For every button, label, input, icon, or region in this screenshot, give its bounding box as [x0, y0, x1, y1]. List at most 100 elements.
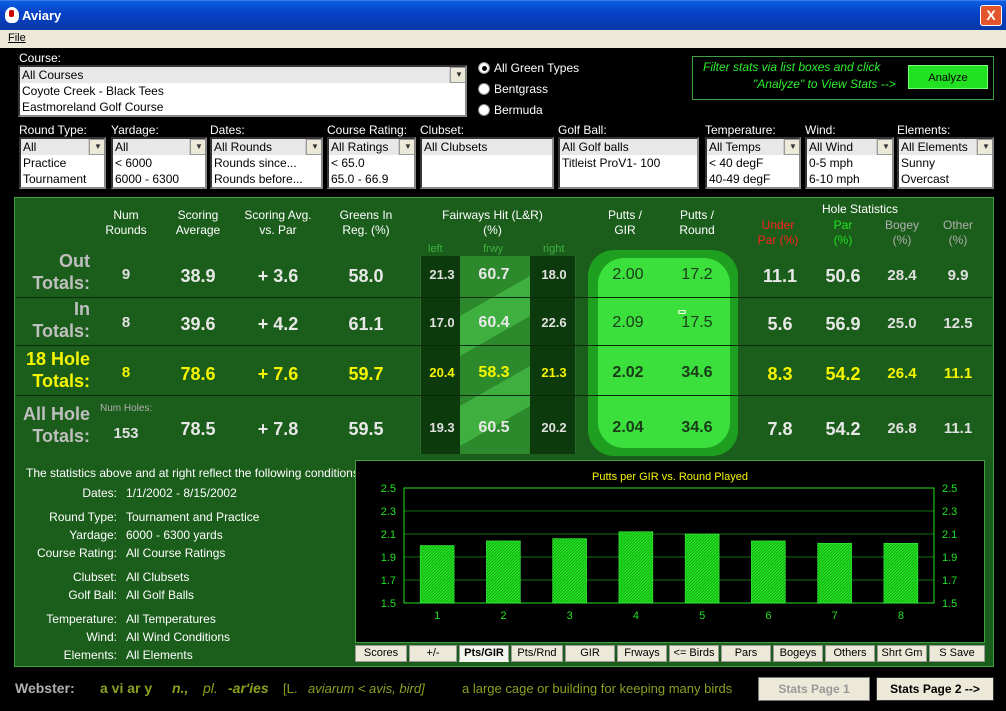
tab-pts-gir[interactable]: Pts/GIR: [459, 645, 509, 662]
tab-s-save[interactable]: S Save: [929, 645, 985, 662]
temperature-listbox[interactable]: All Temps< 40 degF 40-49 degF ▲▼: [705, 137, 801, 189]
course-item[interactable]: Eastmoreland Golf Course: [22, 100, 164, 114]
scroll-down-icon[interactable]: ▼: [450, 67, 465, 83]
stats-page-2-button[interactable]: Stats Page 2 -->: [876, 677, 994, 701]
temperature-label: Temperature:: [705, 123, 776, 137]
tab-pts-rnd[interactable]: Pts/Rnd: [511, 645, 563, 662]
gir-percent: 61.1: [348, 314, 384, 334]
listbox-item[interactable]: Titleist ProV1- 100: [562, 156, 661, 170]
scroll-down-icon[interactable]: ▼: [877, 139, 892, 155]
elements-label: Elements:: [897, 123, 951, 137]
scrollbar[interactable]: ▲▼: [783, 139, 799, 155]
close-button[interactable]: X: [980, 5, 1002, 26]
listbox-item[interactable]: < 6000: [115, 156, 153, 170]
listbox-item[interactable]: All: [21, 139, 104, 155]
tab-birds[interactable]: <= Birds: [669, 645, 719, 662]
listbox-item[interactable]: Tournament: [23, 172, 87, 186]
scrollbar[interactable]: ▲▼: [976, 139, 992, 155]
tab-pars[interactable]: Pars: [721, 645, 771, 662]
webster-label: Webster:: [15, 680, 75, 696]
listbox-item[interactable]: All Clubsets: [422, 139, 552, 155]
listbox-item[interactable]: Overcast: [901, 172, 950, 186]
putts-per-round: 34.6: [681, 364, 713, 381]
listbox-item[interactable]: All Elements: [899, 139, 992, 155]
putts-per-round: 17.5: [681, 314, 713, 331]
par-percent: 54.2: [825, 364, 861, 384]
radio-icon[interactable]: [478, 104, 490, 116]
course-item[interactable]: All Courses: [20, 67, 465, 83]
menu-file[interactable]: File: [8, 32, 26, 44]
header-par: Par (%): [833, 218, 853, 247]
scoring-vs-par: + 7.8: [257, 419, 299, 439]
radio-bermuda[interactable]: Bermuda: [478, 103, 543, 117]
scroll-down-icon[interactable]: ▼: [977, 139, 992, 155]
listbox-item[interactable]: Practice: [23, 156, 67, 170]
listbox-item[interactable]: Rounds before...: [214, 172, 303, 186]
clubset-listbox[interactable]: All Clubsets: [420, 137, 554, 189]
listbox-item[interactable]: All: [113, 139, 205, 155]
tab-gir[interactable]: GIR: [565, 645, 615, 662]
clubset-label: Clubset:: [420, 123, 465, 137]
listbox-item[interactable]: 40-49 degF: [709, 172, 771, 186]
listbox-item[interactable]: All Ratings: [329, 139, 414, 155]
radio-all-green-types[interactable]: All Green Types: [478, 61, 579, 75]
tab-[interactable]: +/-: [409, 645, 457, 662]
y-tick-label-right: 2.3: [942, 506, 957, 518]
tab-shrt-gm[interactable]: Shrt Gm: [877, 645, 927, 662]
dates-listbox[interactable]: All Rounds Rounds since... Rounds before..…: [210, 137, 323, 189]
webster-definition: a large cage or building for keeping man…: [462, 681, 733, 696]
course-item[interactable]: Coyote Creek - Black Tees: [22, 84, 164, 98]
tab-scores[interactable]: Scores: [355, 645, 407, 662]
tab-frways[interactable]: Frways: [617, 645, 667, 662]
listbox-item[interactable]: < 40 degF: [709, 156, 764, 170]
tab-others[interactable]: Others: [825, 645, 875, 662]
scrollbar[interactable]: ▲▼: [876, 139, 892, 155]
analyze-button[interactable]: Analyze: [908, 65, 988, 89]
listbox-item[interactable]: 0-5 mph: [809, 156, 854, 170]
radio-bentgrass[interactable]: Bentgrass: [478, 82, 548, 96]
radio-icon[interactable]: [478, 83, 490, 95]
listbox-item[interactable]: < 65.0: [331, 156, 365, 170]
condition-value: All Course Ratings: [126, 546, 226, 560]
header-fairways: Fairways Hit (L&R) (%): [442, 208, 543, 237]
scrollbar[interactable]: ▲▼: [449, 67, 465, 83]
scrollbar[interactable]: ▲▼: [398, 139, 414, 155]
scrollbar[interactable]: ▲▼: [305, 139, 321, 155]
golf-ball-listbox[interactable]: All Golf balls Titleist ProV1- 100: [558, 137, 699, 189]
golf-ball-label: Golf Ball:: [558, 123, 607, 137]
yardage-listbox[interactable]: All< 6000 6000 - 6300 ▲▼: [111, 137, 207, 189]
par-percent: 50.6: [825, 266, 861, 286]
listbox-item[interactable]: Sunny: [901, 156, 936, 170]
listbox-item[interactable]: 6-10 mph: [809, 172, 860, 186]
scrollbar[interactable]: ▲▼: [88, 139, 104, 155]
scroll-down-icon[interactable]: ▼: [89, 139, 104, 155]
listbox-item[interactable]: All Temps: [707, 139, 799, 155]
listbox-item[interactable]: Rounds since...: [214, 156, 297, 170]
fairway-hit: 58.3: [478, 364, 510, 381]
scroll-down-icon[interactable]: ▼: [306, 139, 321, 155]
radio-selected-icon[interactable]: [478, 62, 490, 74]
chart-bar: [751, 540, 786, 604]
fairway-hit: 60.7: [478, 266, 510, 283]
y-tick-label-right: 2.1: [942, 529, 957, 541]
stats-page-1-button[interactable]: Stats Page 1: [758, 677, 870, 701]
scrollbar[interactable]: ▲▼: [189, 139, 205, 155]
listbox-item[interactable]: 65.0 - 66.9: [331, 172, 389, 186]
scroll-down-icon[interactable]: ▼: [399, 139, 414, 155]
scroll-down-icon[interactable]: ▼: [190, 139, 205, 155]
tab-bogeys[interactable]: Bogeys: [773, 645, 823, 662]
scroll-down-icon[interactable]: ▼: [784, 139, 799, 155]
listbox-item[interactable]: 6000 - 6300: [115, 172, 180, 186]
listbox-item[interactable]: All Rounds: [212, 139, 321, 155]
header-bogey: Bogey (%): [884, 218, 920, 247]
course-rating-listbox[interactable]: All Ratings< 65.0 65.0 - 66.9 ▲▼: [327, 137, 416, 189]
chart-bar: [684, 533, 720, 604]
listbox-item[interactable]: All Wind: [807, 139, 892, 155]
listbox-item[interactable]: All Golf balls: [560, 139, 697, 155]
course-listbox[interactable]: All Courses Coyote Creek - Black Tees Ea…: [18, 65, 467, 117]
header-other: Other (%): [942, 218, 973, 247]
label-right: right: [543, 243, 565, 255]
